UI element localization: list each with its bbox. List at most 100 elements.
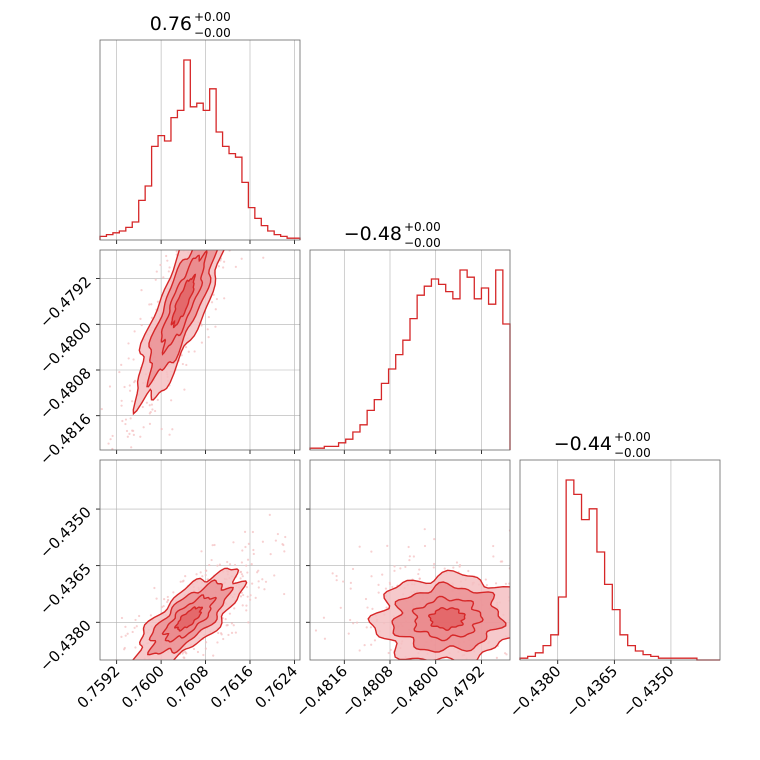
sample-point xyxy=(314,513,316,515)
sample-point xyxy=(335,579,338,582)
sample-point xyxy=(205,569,208,572)
sample-point xyxy=(433,538,436,541)
sample-point xyxy=(204,573,207,577)
sample-point xyxy=(335,574,338,578)
sample-point xyxy=(169,683,171,685)
sample-point xyxy=(484,578,487,581)
sample-point xyxy=(118,370,121,374)
sample-point xyxy=(404,565,407,569)
sample-point xyxy=(388,581,391,584)
sample-point xyxy=(211,544,214,547)
sample-point xyxy=(207,336,210,339)
sample-point xyxy=(252,548,255,552)
sample-point xyxy=(216,641,219,644)
sample-point xyxy=(107,442,110,445)
title-value: 0.76 xyxy=(150,13,192,35)
sample-point xyxy=(168,433,171,436)
sample-point xyxy=(393,565,396,568)
sample-point xyxy=(263,588,266,591)
sample-point xyxy=(139,317,142,321)
title-upper-error: +0.00 xyxy=(194,10,231,24)
sample-point xyxy=(184,346,188,349)
sample-point xyxy=(74,671,76,673)
sample-point xyxy=(233,607,236,610)
sample-point xyxy=(247,542,250,545)
sample-point xyxy=(256,571,259,574)
sample-point xyxy=(508,666,510,668)
sample-point xyxy=(261,578,264,581)
sample-point xyxy=(127,357,130,360)
histogram-step-line xyxy=(99,59,301,240)
sample-point xyxy=(134,646,137,649)
sample-point xyxy=(150,316,154,319)
sample-point xyxy=(217,265,220,268)
sample-point xyxy=(193,350,196,353)
x-tick-label: 0.7600 xyxy=(118,662,168,712)
sample-point xyxy=(112,686,114,688)
histogram-panel-1 xyxy=(309,249,511,454)
sample-point xyxy=(137,674,139,676)
sample-point xyxy=(398,665,400,667)
sample-point xyxy=(331,572,334,575)
sample-point xyxy=(249,598,252,601)
sample-point xyxy=(245,609,248,612)
sample-point xyxy=(71,691,73,693)
sample-point xyxy=(372,668,374,670)
scatter-panel-0: −0.4816−0.4808−0.4800−0.4792 xyxy=(36,249,301,469)
sample-point xyxy=(373,639,377,642)
scatter-panel-1: 0.75920.76000.76080.76160.7624−0.4380−0.… xyxy=(36,459,316,731)
sample-point xyxy=(385,606,388,609)
sample-point xyxy=(243,530,247,533)
x-tick-label: 0.7624 xyxy=(251,662,301,712)
sample-point xyxy=(503,652,507,655)
sample-point xyxy=(121,712,123,714)
sample-point xyxy=(153,586,156,590)
sample-point xyxy=(393,569,396,572)
sample-point xyxy=(100,407,103,411)
sample-point xyxy=(474,703,476,705)
sample-point xyxy=(212,293,215,296)
sample-point xyxy=(206,328,209,331)
sample-point xyxy=(481,664,483,666)
title-lower-error: −0.00 xyxy=(404,236,441,250)
sample-point xyxy=(141,405,144,409)
sample-point xyxy=(172,591,175,594)
sample-point xyxy=(492,555,495,558)
sample-point xyxy=(245,604,248,607)
sample-point xyxy=(207,315,210,319)
sample-point xyxy=(282,543,285,547)
sample-point xyxy=(408,555,411,558)
sample-point xyxy=(283,592,286,596)
sample-point xyxy=(423,528,426,531)
sample-point xyxy=(212,654,215,657)
sample-point xyxy=(391,585,394,589)
sample-point xyxy=(165,729,167,731)
scatter-frame xyxy=(99,459,301,661)
sample-point xyxy=(355,621,359,624)
sample-point xyxy=(226,560,229,564)
sample-point xyxy=(166,259,169,262)
sample-point xyxy=(149,411,152,414)
sample-point xyxy=(257,580,260,583)
sample-point xyxy=(433,690,435,692)
sample-point xyxy=(208,563,211,567)
sample-point xyxy=(112,704,114,706)
sample-point xyxy=(126,632,129,635)
sample-point xyxy=(459,668,461,670)
sample-point xyxy=(153,409,157,413)
scatter-frame xyxy=(99,249,301,451)
sample-point xyxy=(181,362,184,366)
sample-point xyxy=(418,577,421,580)
sample-point xyxy=(120,616,124,620)
sample-point xyxy=(160,606,163,609)
sample-point xyxy=(234,631,237,634)
sample-point xyxy=(165,254,168,258)
sample-point xyxy=(150,303,153,306)
sample-point xyxy=(202,653,205,657)
sample-point xyxy=(234,265,237,268)
sample-point xyxy=(210,301,214,304)
sample-point xyxy=(358,649,361,652)
sample-point xyxy=(222,637,225,641)
sample-point xyxy=(232,624,235,627)
